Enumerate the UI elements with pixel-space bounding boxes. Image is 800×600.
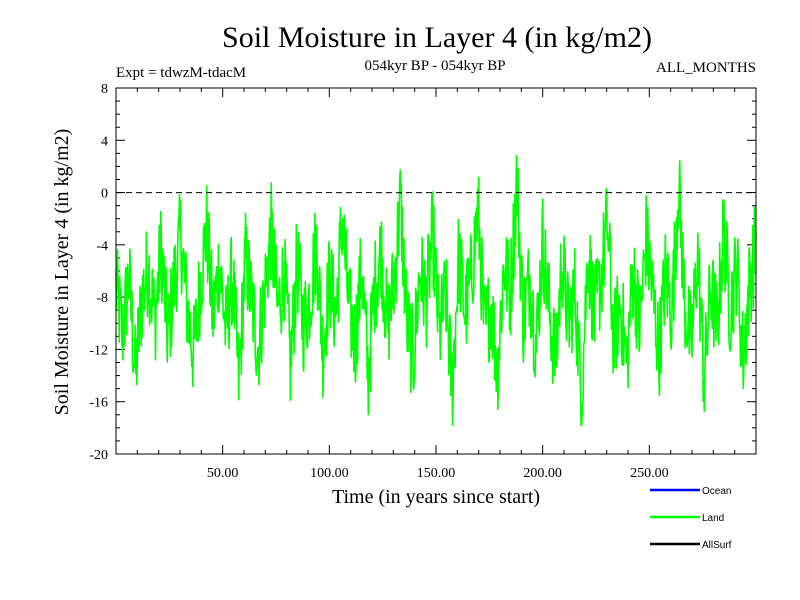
y-tick-label: -4 <box>96 239 108 254</box>
plot-frame <box>115 87 757 455</box>
x-tick-label: 250.00 <box>630 466 669 481</box>
y-tick-label: -20 <box>89 448 108 463</box>
x-axis-label: Time (in years since start) <box>332 486 540 508</box>
x-tick-label: 150.00 <box>417 466 456 481</box>
chart-subtitle-center: 054kyr BP - 054kyr BP <box>364 58 505 74</box>
y-axis-label: Soil Moisture in Layer 4 (in kg/m2) <box>51 129 73 416</box>
plot-area <box>115 155 757 427</box>
y-tick-label: 0 <box>101 187 108 202</box>
legend: Ocean Land AllSurf <box>650 486 732 551</box>
x-tick-label: 200.00 <box>523 466 562 481</box>
axes-layer: -20 -16 -12 -8 -4 0 4 8 50.00 100.00 150.00 200.00 2… <box>89 82 756 481</box>
y-tick-label: 8 <box>101 82 108 97</box>
chart-title: Soil Moisture in Layer 4 (in kg/m2) <box>222 21 652 54</box>
y-tick-label: 4 <box>101 134 108 149</box>
chart-subtitle-right: ALL_MONTHS <box>656 60 756 76</box>
legend-label-allsurf: AllSurf <box>702 540 732 551</box>
y-tick-label: -12 <box>89 343 108 358</box>
x-tick-label: 50.00 <box>207 466 239 481</box>
chart-subtitle-left: Expt = tdwzM-tdacM <box>116 65 246 81</box>
legend-label-land: Land <box>702 513 724 524</box>
y-tick-label: -16 <box>89 396 108 411</box>
y-tick-label: -8 <box>96 291 108 306</box>
legend-label-ocean: Ocean <box>702 486 731 497</box>
series-line-land <box>115 155 757 427</box>
x-tick-label: 100.00 <box>310 466 349 481</box>
